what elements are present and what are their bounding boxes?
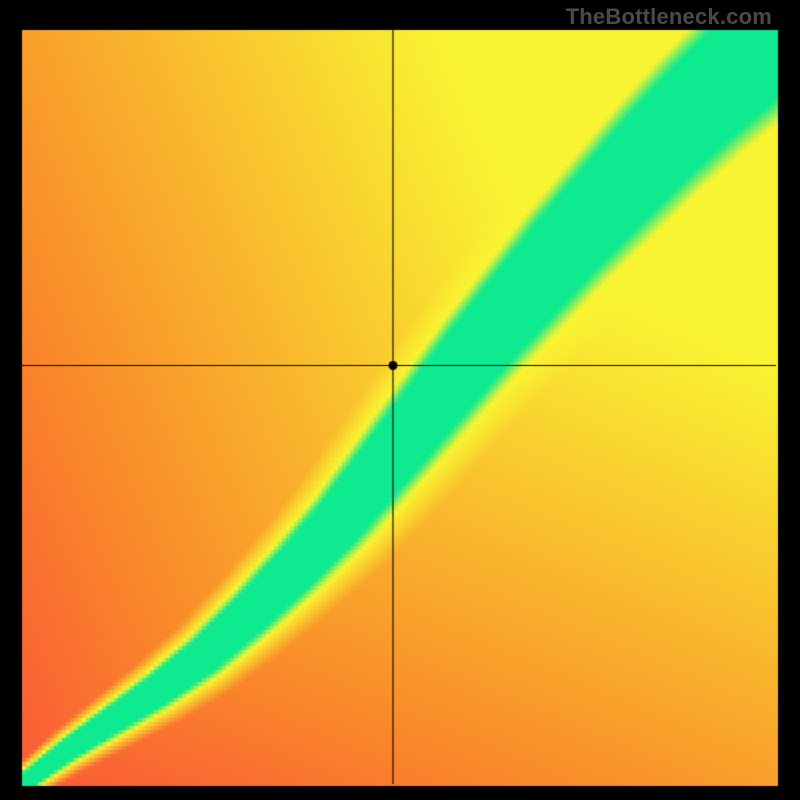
bottleneck-heatmap: [0, 0, 800, 800]
chart-container: TheBottleneck.com: [0, 0, 800, 800]
watermark-text: TheBottleneck.com: [566, 4, 772, 30]
